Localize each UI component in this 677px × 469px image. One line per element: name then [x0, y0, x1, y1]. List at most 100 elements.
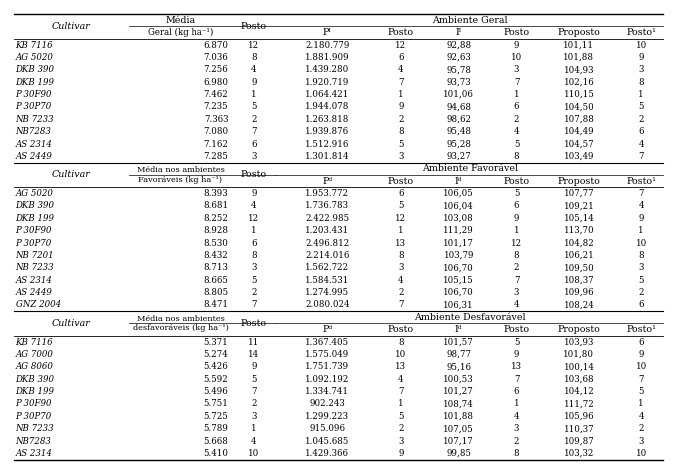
Text: 1: 1	[514, 226, 519, 235]
Text: Geral (kg ha⁻¹): Geral (kg ha⁻¹)	[148, 28, 213, 37]
Text: 5: 5	[398, 412, 403, 421]
Text: 2: 2	[514, 115, 519, 124]
Text: 103,93: 103,93	[564, 338, 594, 347]
Text: 1.334.741: 1.334.741	[305, 387, 349, 396]
Text: P 30P70: P 30P70	[16, 239, 52, 248]
Text: 8.393: 8.393	[204, 189, 228, 198]
Text: 8: 8	[514, 251, 519, 260]
Text: 9: 9	[514, 40, 519, 50]
Text: 7: 7	[398, 78, 403, 87]
Text: Posto: Posto	[504, 28, 529, 37]
Text: 1.953.772: 1.953.772	[305, 189, 349, 198]
Text: 101,27: 101,27	[443, 387, 474, 396]
Text: DKB 390: DKB 390	[16, 375, 55, 384]
Text: AS 2314: AS 2314	[16, 449, 52, 458]
Text: P 30F90: P 30F90	[16, 400, 52, 408]
Text: P 30F90: P 30F90	[16, 226, 52, 235]
Text: 8.928: 8.928	[203, 226, 228, 235]
Text: 3: 3	[251, 152, 257, 161]
Text: 4: 4	[251, 437, 257, 446]
Text: 10: 10	[636, 239, 647, 248]
Text: 8.432: 8.432	[204, 251, 228, 260]
Text: 5: 5	[251, 375, 257, 384]
Text: 4: 4	[514, 127, 519, 136]
Text: 13: 13	[395, 239, 406, 248]
Text: 5: 5	[514, 338, 519, 347]
Text: 9: 9	[638, 350, 644, 359]
Text: 106,05: 106,05	[443, 189, 474, 198]
Text: 5: 5	[638, 387, 644, 396]
Text: 2: 2	[251, 400, 257, 408]
Text: 12: 12	[248, 40, 259, 50]
Text: 3: 3	[514, 424, 519, 433]
Text: 5.496: 5.496	[204, 387, 228, 396]
Text: 109,87: 109,87	[563, 437, 594, 446]
Text: 5.668: 5.668	[203, 437, 228, 446]
Text: 102,16: 102,16	[563, 78, 594, 87]
Text: 4: 4	[638, 139, 644, 149]
Text: 93,73: 93,73	[446, 78, 471, 87]
Text: 3: 3	[514, 65, 519, 74]
Text: 108,24: 108,24	[563, 301, 594, 310]
Text: 9: 9	[398, 102, 403, 112]
Text: NB 7201: NB 7201	[16, 251, 54, 260]
Text: 101,80: 101,80	[563, 350, 594, 359]
Text: 101,57: 101,57	[443, 338, 474, 347]
Text: 8.665: 8.665	[203, 276, 228, 285]
Text: KB 7116: KB 7116	[16, 40, 53, 50]
Text: 4: 4	[638, 412, 644, 421]
Text: 1.562.722: 1.562.722	[305, 263, 349, 272]
Text: 4: 4	[514, 412, 519, 421]
Text: 915.096: 915.096	[309, 424, 345, 433]
Text: AS 2314: AS 2314	[16, 139, 52, 149]
Text: 1: 1	[514, 400, 519, 408]
Text: 6: 6	[251, 239, 257, 248]
Text: 104,93: 104,93	[564, 65, 594, 74]
Text: 1.736.783: 1.736.783	[305, 201, 349, 211]
Text: 1: 1	[398, 400, 403, 408]
Text: 9: 9	[251, 362, 257, 371]
Text: 1.274.995: 1.274.995	[305, 288, 349, 297]
Text: 10: 10	[636, 40, 647, 50]
Text: 7: 7	[638, 375, 644, 384]
Text: 12: 12	[248, 214, 259, 223]
Text: 8: 8	[398, 127, 403, 136]
Text: Ambiente Geral: Ambiente Geral	[432, 16, 508, 25]
Text: 111,29: 111,29	[443, 226, 474, 235]
Text: 1.429.366: 1.429.366	[305, 449, 349, 458]
Text: 6: 6	[514, 201, 519, 211]
Text: P 30P70: P 30P70	[16, 412, 52, 421]
Text: AG 8060: AG 8060	[16, 362, 53, 371]
Text: 8: 8	[398, 251, 403, 260]
Text: 111,72: 111,72	[563, 400, 594, 408]
Text: 1: 1	[251, 424, 257, 433]
Text: 101,17: 101,17	[443, 239, 474, 248]
Text: 1.575.049: 1.575.049	[305, 350, 349, 359]
Text: 106,70: 106,70	[443, 288, 474, 297]
Text: 95,48: 95,48	[446, 127, 471, 136]
Text: 2: 2	[514, 263, 519, 272]
Text: 9: 9	[638, 214, 644, 223]
Text: 8.471: 8.471	[203, 301, 228, 310]
Text: 1: 1	[638, 226, 644, 235]
Text: 3: 3	[638, 263, 644, 272]
Text: 104,82: 104,82	[563, 239, 594, 248]
Text: 9: 9	[514, 214, 519, 223]
Text: 8: 8	[398, 338, 403, 347]
Text: 2: 2	[251, 288, 257, 297]
Text: 1.092.192: 1.092.192	[305, 375, 349, 384]
Text: 12: 12	[511, 239, 522, 248]
Text: 7: 7	[251, 387, 257, 396]
Text: 5.371: 5.371	[204, 338, 228, 347]
Text: 1: 1	[638, 400, 644, 408]
Text: Média: Média	[165, 16, 196, 25]
Text: 6: 6	[638, 127, 644, 136]
Text: Posto¹: Posto¹	[626, 28, 656, 37]
Text: 7.256: 7.256	[204, 65, 228, 74]
Text: 12: 12	[395, 214, 406, 223]
Text: 1.439.280: 1.439.280	[305, 65, 349, 74]
Text: 2: 2	[398, 115, 403, 124]
Text: Iᵈ: Iᵈ	[455, 325, 462, 334]
Text: Iᴵ: Iᴵ	[456, 28, 462, 37]
Text: 8: 8	[251, 251, 257, 260]
